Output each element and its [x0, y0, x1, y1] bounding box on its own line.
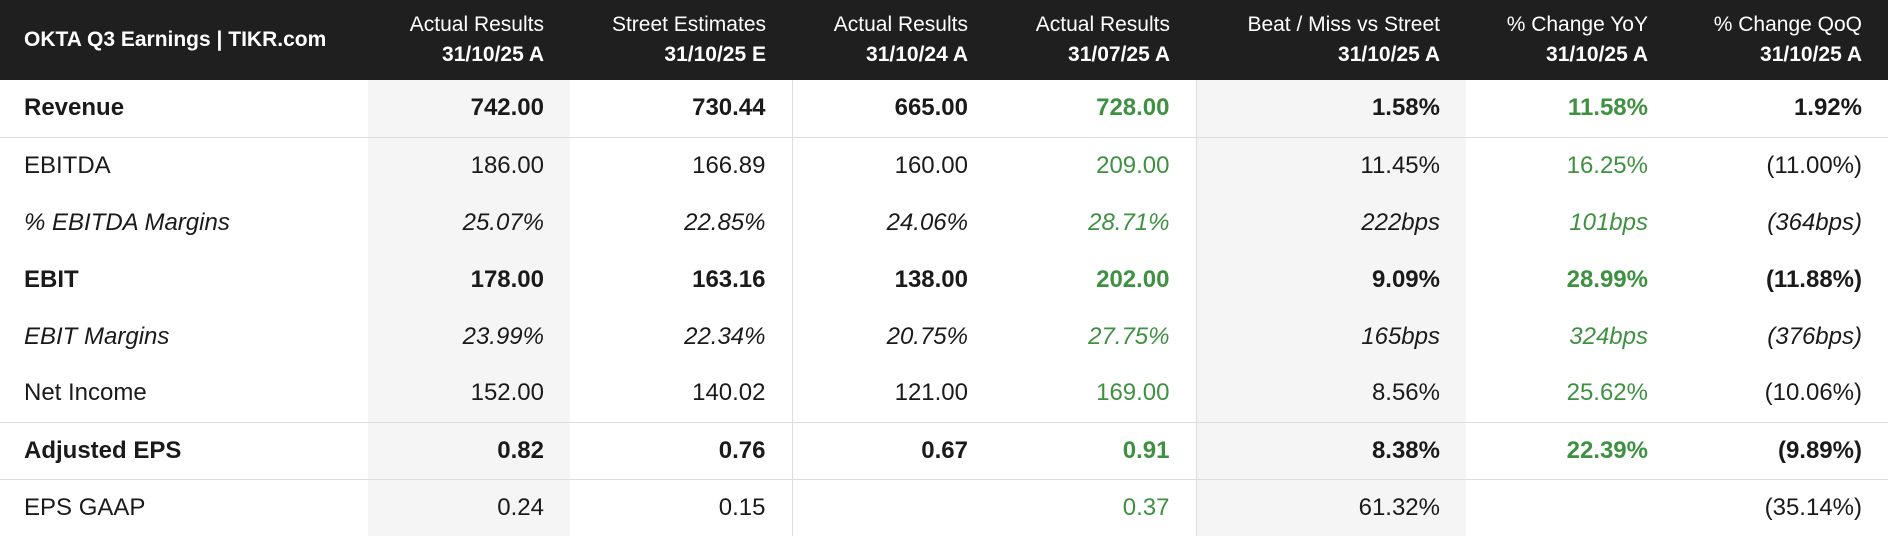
table-row: % EBITDA Margins 25.07% 22.85% 24.06% 28.71%…: [0, 194, 1888, 251]
table-cell: 160.00: [791, 136, 994, 194]
table-cell: (35.14%): [1674, 478, 1888, 536]
table-cell: 1.92%: [1793, 94, 1862, 122]
row-label: EBIT: [24, 265, 79, 293]
table-body: Revenue 742.00 730.44 665.00 728.00 1.58% 11.5…: [0, 80, 1888, 536]
table-row: Net Income 152.00 140.02 121.00 169.00 8.56% 2…: [0, 365, 1888, 422]
table-cell: 101bps: [1569, 208, 1648, 236]
table-cell: 22.39%: [1466, 421, 1674, 479]
table-header: OKTA Q3 Earnings | TIKR.com Actual Resul…: [0, 0, 1888, 80]
table-cell: (11.00%): [1674, 136, 1888, 194]
table-cell: 25.62%: [1566, 379, 1648, 407]
row-label: Adjusted EPS: [0, 421, 368, 479]
table-cell: 324bps: [1569, 322, 1648, 350]
table-cell: (11.88%): [1765, 265, 1862, 293]
table-cell: 209.00: [994, 136, 1196, 194]
col-header-street-estimates: Street Estimates 31/10/25 E: [611, 13, 766, 66]
table-cell: 8.38%: [1195, 421, 1466, 479]
table-cell: (10.06%): [1764, 379, 1862, 407]
col-header-actual-prior-quarter: Actual Results 31/07/25 A: [1035, 13, 1170, 66]
row-label: EBIT Margins: [24, 322, 170, 350]
table-cell: 0.37: [994, 478, 1196, 536]
table-cell: 0.67: [791, 421, 994, 479]
table-cell: 665.00: [791, 80, 994, 137]
table-cell: 22.85%: [684, 208, 766, 236]
table-cell: 730.44: [692, 94, 766, 122]
table-cell: 165bps: [1195, 308, 1466, 365]
table-cell: 11.58%: [1567, 94, 1648, 122]
table-cell: 11.45%: [1195, 136, 1466, 194]
row-label: % EBITDA Margins: [24, 208, 230, 236]
table-cell: 742.00: [368, 80, 570, 137]
header-row: OKTA Q3 Earnings | TIKR.com Actual Resul…: [0, 0, 1888, 80]
table-cell: 166.89: [570, 136, 792, 194]
table-row: EBIT Margins 23.99% 22.34% 20.75% 27.75% 165b…: [0, 308, 1888, 365]
table-row: Adjusted EPS 0.82 0.76 0.67 0.91 8.38% 22.39%(…: [0, 421, 1888, 479]
table-cell: 25.07%: [368, 194, 570, 251]
table-cell: [1466, 478, 1674, 536]
table-cell: 222bps: [1195, 194, 1466, 251]
table-row: EBITDA 186.00 166.89 160.00 209.00 11.45% 16.2…: [0, 136, 1888, 194]
table-cell: 27.75%: [1088, 322, 1170, 350]
table-cell: (376bps): [1767, 322, 1862, 350]
col-header-actual-prior-year: Actual Results 31/10/24 A: [833, 13, 968, 66]
table-cell: 9.09%: [1195, 251, 1466, 308]
table-cell: 28.99%: [1566, 265, 1648, 293]
table-cell: 202.00: [1096, 265, 1170, 293]
table-cell: 20.75%: [791, 308, 994, 365]
table-row: Revenue 742.00 730.44 665.00 728.00 1.58% 11.5…: [0, 80, 1888, 137]
table-cell: 0.24: [368, 478, 570, 536]
table-cell: 163.16: [692, 265, 766, 293]
col-header-actual-q3: Actual Results 31/10/25 A: [409, 13, 544, 66]
table-cell: 16.25%: [1466, 136, 1674, 194]
table-cell: (9.89%): [1674, 421, 1888, 479]
table-cell: 138.00: [791, 251, 994, 308]
row-label: EBITDA: [0, 136, 368, 194]
table-cell: 1.58%: [1195, 80, 1466, 137]
table-cell: (364bps): [1767, 208, 1862, 236]
table-cell: 0.91: [994, 421, 1196, 479]
table-title: OKTA Q3 Earnings | TIKR.com: [24, 28, 327, 51]
table-row: EPS GAAP 0.24 0.15 0.37 61.32% (35.14%): [0, 478, 1888, 536]
table-cell: 140.02: [692, 379, 766, 407]
table-cell: 728.00: [1096, 94, 1170, 122]
table-cell: 169.00: [1096, 379, 1170, 407]
table-cell: 0.82: [368, 421, 570, 479]
row-label: EPS GAAP: [0, 478, 368, 536]
table-cell: 0.15: [570, 478, 792, 536]
table-cell: 28.71%: [1088, 208, 1170, 236]
table-cell: 186.00: [368, 136, 570, 194]
table-cell: 22.34%: [684, 322, 766, 350]
table-cell: 61.32%: [1195, 478, 1466, 536]
table-cell: 23.99%: [368, 308, 570, 365]
col-header-beat-miss: Beat / Miss vs Street 31/10/25 A: [1247, 13, 1440, 66]
table-cell: 121.00: [791, 365, 994, 422]
table-cell: [791, 478, 994, 536]
table-cell: 178.00: [368, 251, 570, 308]
table-cell: 8.56%: [1195, 365, 1466, 422]
table-cell: 24.06%: [791, 194, 994, 251]
table-cell: 0.76: [570, 421, 792, 479]
col-header-change-qoq: % Change QoQ 31/10/25 A: [1713, 13, 1862, 66]
table-cell: 152.00: [368, 365, 570, 422]
col-header-change-yoy: % Change YoY 31/10/25 A: [1506, 13, 1648, 66]
row-label: Revenue: [24, 94, 125, 122]
row-label: Net Income: [24, 379, 147, 407]
table-row: EBIT 178.00 163.16 138.00 202.00 9.09% 28.99% (…: [0, 251, 1888, 308]
